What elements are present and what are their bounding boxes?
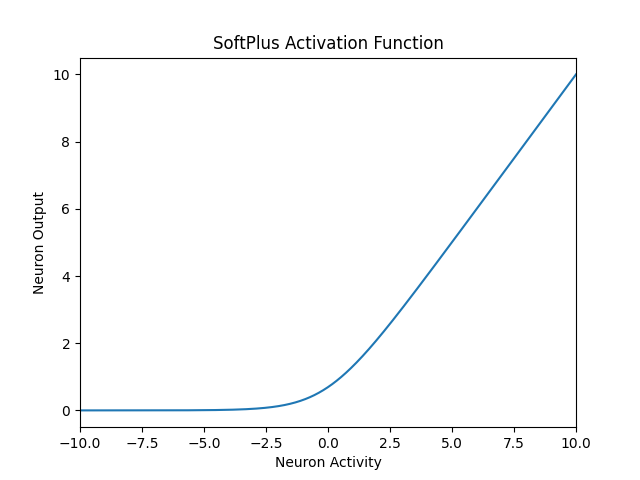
X-axis label: Neuron Activity: Neuron Activity (275, 456, 381, 470)
Y-axis label: Neuron Output: Neuron Output (33, 191, 47, 294)
Title: SoftPlus Activation Function: SoftPlus Activation Function (212, 35, 444, 53)
